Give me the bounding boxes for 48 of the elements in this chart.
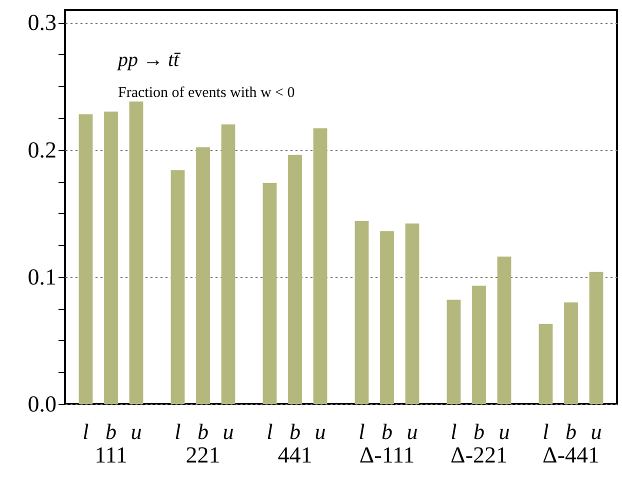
annotation: pp → tt̄: [116, 49, 181, 71]
text: b: [566, 419, 576, 444]
bar: [170, 170, 185, 404]
text: b: [198, 419, 208, 444]
bar: [288, 154, 302, 404]
bar: [405, 224, 420, 404]
bar: [221, 124, 236, 404]
text: u: [406, 419, 418, 444]
text: b: [382, 419, 392, 444]
text: l: [450, 419, 457, 444]
bar: [104, 112, 118, 404]
series-label: u: [130, 419, 142, 444]
bar: [129, 102, 144, 404]
x-tick-label: Δ-221: [450, 442, 508, 468]
text: l: [358, 419, 365, 444]
annotation: Fraction of events with w < 0: [118, 85, 295, 101]
x-tick-label: 111: [94, 442, 128, 468]
y-tick-label: 0.0: [28, 392, 56, 416]
bar: [313, 128, 328, 404]
bar: [380, 231, 394, 404]
y-tick-label: 0.3: [28, 10, 56, 36]
bar: [564, 302, 578, 404]
y-tick-label: 0.2: [28, 137, 56, 162]
text: b: [474, 419, 484, 444]
y-tick-label: 0.1: [28, 264, 56, 290]
x-tick-label: 441: [278, 442, 312, 468]
bar: [472, 286, 486, 404]
x-tick-label: Δ-441: [542, 442, 600, 468]
text: u: [498, 419, 510, 444]
bar: [78, 114, 93, 404]
bar: [589, 272, 604, 404]
text: u: [590, 419, 602, 444]
bar: [446, 300, 461, 404]
bar: [196, 147, 210, 404]
x-tick-label: Δ-111: [359, 442, 415, 468]
x-tick-label: 221: [186, 442, 220, 468]
bar: [262, 182, 277, 404]
text: b: [290, 419, 300, 444]
bar: [354, 220, 369, 404]
bar: [497, 256, 512, 404]
text: l: [266, 419, 273, 444]
series-label: b: [106, 419, 116, 444]
text: u: [314, 419, 326, 444]
bar: [538, 324, 553, 404]
text: l: [174, 419, 181, 444]
text: u: [222, 419, 234, 444]
series-label: l: [82, 419, 89, 444]
text: l: [542, 419, 549, 444]
